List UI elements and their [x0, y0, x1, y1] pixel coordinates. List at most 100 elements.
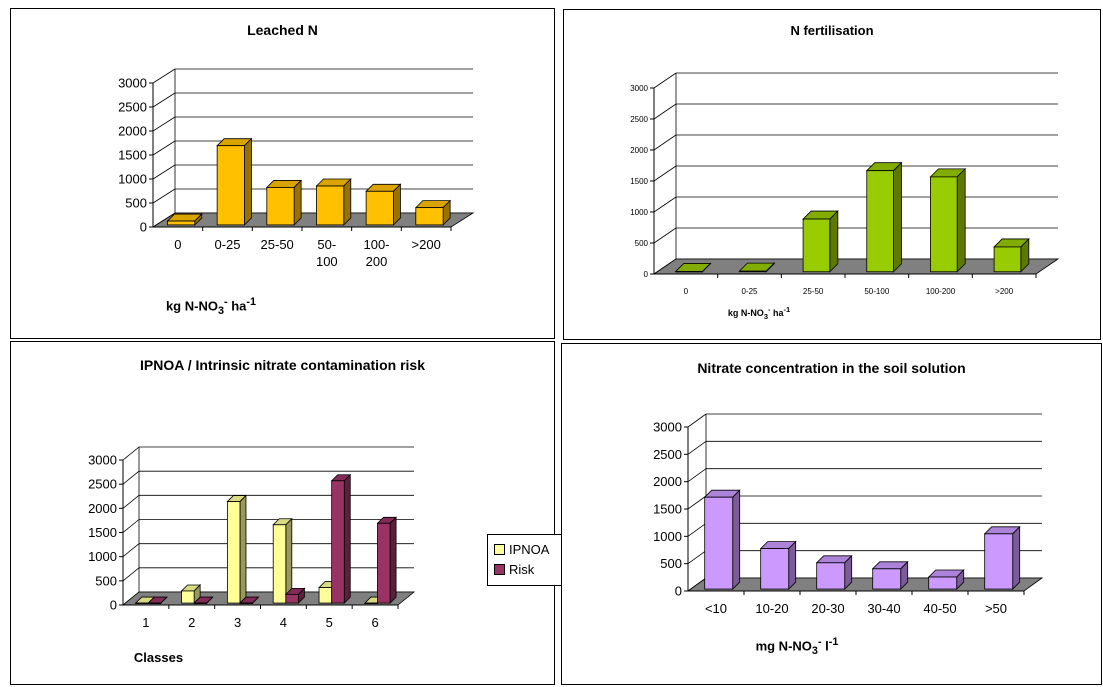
- bar: [216, 137, 253, 226]
- x-tick-label: 50-100: [864, 287, 889, 296]
- y-tick-label: 1500: [653, 502, 682, 517]
- gridline: [152, 116, 176, 132]
- bar-front: [135, 602, 149, 604]
- bar-side: [239, 494, 247, 605]
- bar: [265, 179, 303, 226]
- chart-title: IPNOA / Intrinsic nitrate contamination …: [140, 357, 425, 373]
- bar-side: [732, 489, 741, 591]
- y-tick-label: 3000: [88, 453, 117, 468]
- ipnoa-risk-chart: 0 500 1000 1500 2000 2500 3000 1 2 3 4 5 6: [88, 446, 416, 630]
- bar: [166, 213, 203, 226]
- y-tick-label: 1500: [88, 525, 117, 540]
- y-tick-label: 2500: [118, 100, 147, 115]
- bar-front: [239, 602, 253, 604]
- bar-front: [318, 587, 333, 604]
- bar: [193, 596, 214, 604]
- bar-front: [866, 170, 894, 273]
- x-tick-label: 3: [234, 615, 241, 630]
- chart-title: N fertilisation: [790, 23, 874, 38]
- bar: [376, 516, 398, 605]
- chart-panel-n-fertilisation: N fertilisation 0 500 1000 1500 2000 2500 3000…: [563, 9, 1101, 340]
- x-axis-label-sup: -: [817, 636, 822, 648]
- legend-item-ipnoa: IPNOA: [494, 542, 549, 557]
- bar: [871, 560, 909, 591]
- x-tick-label: 200: [366, 254, 388, 269]
- bar-side: [343, 178, 352, 226]
- x-axis-label-sup: -: [223, 296, 228, 308]
- y-tick-label: 3000: [653, 420, 682, 435]
- bar: [272, 517, 293, 605]
- bar-side: [343, 473, 351, 605]
- bar-front: [216, 145, 245, 226]
- bar: [239, 596, 260, 604]
- bar-side: [1012, 525, 1021, 591]
- nitrate-concentration-chart: 0 500 1000 1500 2000 2500 3000 <10 10-20 20-30 30-…: [653, 413, 1044, 616]
- bar-side: [244, 137, 252, 226]
- gridline: [122, 543, 140, 557]
- y-tick-label: 1000: [88, 549, 117, 564]
- gridline: [653, 165, 677, 182]
- x-tick-label: 0: [174, 237, 181, 252]
- x-tick-label: 6: [371, 615, 378, 630]
- bar: [927, 569, 965, 591]
- legend-swatch: [494, 564, 505, 575]
- y-tick-label: 2000: [88, 501, 117, 516]
- x-axis-label-sup: -1: [828, 636, 839, 648]
- x-tick-label: 0-25: [741, 287, 758, 296]
- bar-side: [788, 540, 797, 591]
- x-tick-label: 40-50: [923, 601, 956, 616]
- x-tick-label: 100: [316, 254, 338, 269]
- gridline: [653, 196, 677, 213]
- legend-label: IPNOA: [509, 542, 550, 557]
- bar-front: [226, 501, 241, 604]
- bar-front: [167, 220, 196, 226]
- bar-front: [285, 593, 299, 604]
- y-tick-label: 0: [110, 598, 117, 613]
- y-tick-label: 1000: [630, 208, 648, 217]
- x-axis-label: kg N-NO3- ha-1: [564, 305, 954, 321]
- x-tick-label: >200: [995, 287, 1014, 296]
- x-tick-label: 25-50: [261, 237, 294, 252]
- bar-side: [389, 516, 397, 605]
- x-tick-label: 5: [326, 615, 333, 630]
- x-tick-label: 10-20: [755, 601, 788, 616]
- bar-front: [365, 190, 394, 226]
- gridline: [152, 68, 176, 84]
- bar: [983, 525, 1021, 591]
- bar: [815, 554, 853, 591]
- bar: [330, 473, 352, 605]
- y-tick-label: 0: [644, 270, 649, 279]
- x-tick-label: 1: [142, 615, 149, 630]
- bar: [865, 161, 903, 273]
- x-tick-label: 4: [280, 615, 287, 630]
- x-tick-label: 20-30: [811, 601, 844, 616]
- y-tick-label: 500: [660, 556, 682, 571]
- x-tick-label: 100-200: [926, 287, 956, 296]
- y-tick-label: 2000: [630, 146, 648, 155]
- gridline: [152, 188, 176, 204]
- x-tick-label: 0-25: [214, 237, 240, 252]
- x-axis-label-sup: -1: [246, 296, 257, 308]
- legend-label: Risk: [509, 562, 535, 577]
- y-tick-label: 500: [125, 196, 147, 211]
- bar-front: [928, 576, 958, 590]
- bar: [759, 540, 797, 591]
- y-tick-label: 2000: [653, 474, 682, 489]
- bar-front: [816, 562, 846, 590]
- y-tick-label: 3000: [630, 84, 648, 93]
- bar-side: [293, 179, 302, 226]
- x-axis-label: kg N-NO3- ha-1: [11, 296, 411, 317]
- gridline: [687, 468, 707, 482]
- gridline: [653, 227, 677, 244]
- chart-panel-nitrate-concentration: Nitrate concentration in the soil soluti…: [561, 343, 1102, 685]
- bar: [365, 183, 402, 226]
- gridline: [687, 495, 707, 510]
- x-tick-label: 30-40: [867, 601, 900, 616]
- bar-front: [193, 602, 208, 604]
- bar-side: [893, 161, 902, 273]
- chart-legend: IPNOA Risk: [487, 534, 567, 586]
- bar-front: [272, 524, 287, 604]
- y-tick-label: 2500: [88, 477, 117, 492]
- bar: [802, 210, 839, 273]
- bar-front: [872, 568, 902, 590]
